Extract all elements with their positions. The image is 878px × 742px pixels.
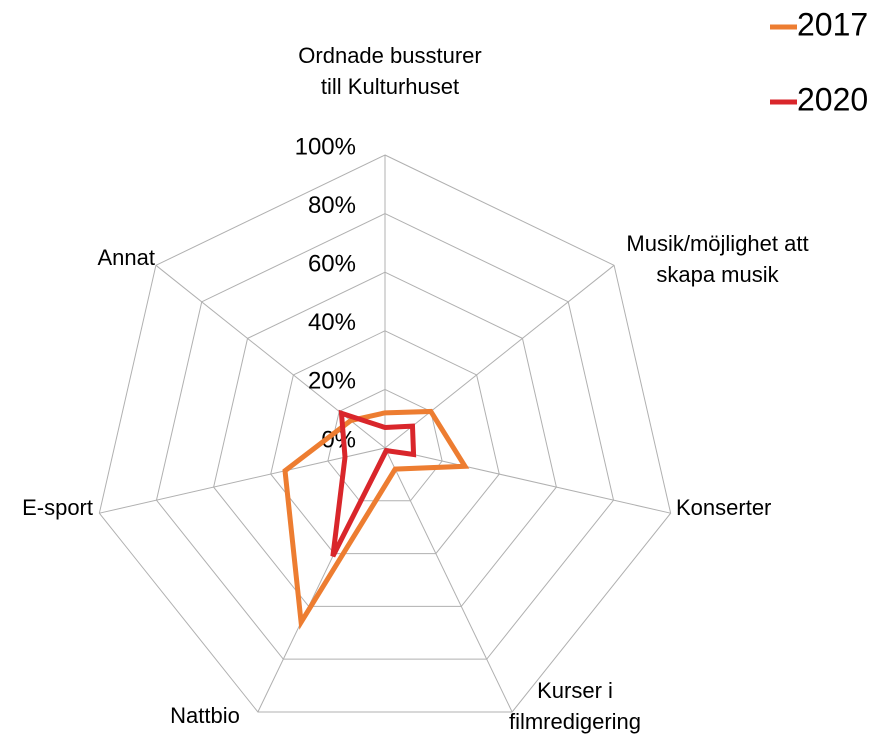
legend-label: 2017	[797, 6, 868, 42]
axis-spoke	[384, 264, 615, 449]
category-label: Ordnade bussturer till Kulturhuset	[298, 43, 482, 99]
category-label: Musik/möjlighet att skapa musik	[626, 231, 809, 287]
grid-ring	[213, 271, 557, 607]
grid-ring	[270, 330, 500, 555]
tick-label: 80%	[308, 192, 356, 219]
category-label: Nattbio	[170, 703, 240, 728]
category-label: E-sport	[22, 495, 93, 520]
series-line	[282, 408, 470, 630]
grid-ring	[155, 213, 615, 660]
axis-spoke	[99, 447, 386, 514]
category-label: Kurser i filmredigering	[508, 678, 642, 734]
tick-label: 40%	[308, 309, 356, 336]
tick-label: 20%	[308, 368, 356, 395]
grid-ring	[327, 388, 443, 502]
legend-label: 2020	[797, 81, 868, 117]
tick-label: 100%	[295, 133, 356, 160]
category-label: Annat	[97, 245, 156, 270]
axis-spoke	[384, 447, 513, 713]
grid-ring	[98, 154, 672, 713]
axis-spoke	[384, 447, 671, 514]
series-line	[330, 409, 417, 558]
tick-label: 60%	[308, 251, 356, 278]
category-label: Konserter	[676, 495, 772, 520]
